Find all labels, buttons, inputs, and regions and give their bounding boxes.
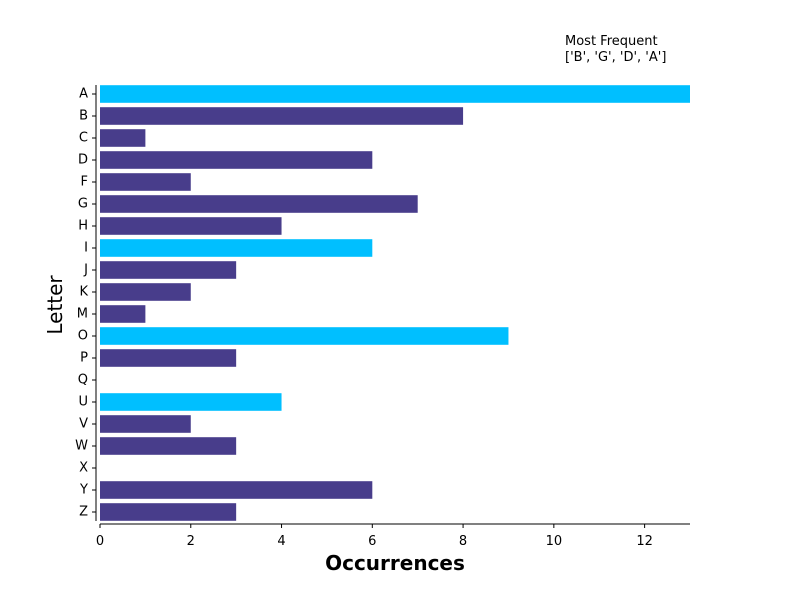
bar-b: [100, 107, 464, 125]
y-tick-label: P: [80, 351, 88, 366]
x-tick-label: 10: [546, 534, 563, 549]
bar-d: [100, 151, 373, 169]
y-axis-title: Letter: [43, 275, 67, 335]
x-tick-label: 12: [636, 534, 653, 549]
y-tick-label: M: [77, 307, 88, 322]
y-tick-label: O: [78, 329, 88, 344]
y-tick-label: G: [78, 197, 88, 212]
bar-g: [100, 195, 418, 213]
bar-m: [100, 305, 146, 323]
bar-p: [100, 349, 237, 367]
y-tick-label: X: [79, 461, 88, 476]
bars-group: [100, 85, 690, 521]
annotation-list: ['B', 'G', 'D', 'A']: [565, 50, 667, 65]
bar-u: [100, 393, 282, 411]
y-tick-label: F: [81, 175, 88, 190]
bar-i: [100, 239, 373, 257]
y-tick-label: V: [79, 417, 88, 432]
bar-w: [100, 437, 237, 455]
x-axis: 0 2 4 6 8 10 12: [96, 523, 690, 549]
bar-y: [100, 481, 373, 499]
x-tick-label: 6: [368, 534, 376, 549]
y-tick-label: W: [75, 439, 88, 454]
bar-f: [100, 173, 191, 191]
bar-h: [100, 217, 282, 235]
y-tick-label: A: [79, 87, 88, 102]
y-tick-label: C: [79, 131, 88, 146]
x-tick-label: 2: [187, 534, 195, 549]
bar-k: [100, 283, 191, 301]
y-tick-label: D: [78, 153, 88, 168]
bar-z: [100, 503, 237, 521]
bar-o: [100, 327, 509, 345]
bar-c: [100, 129, 146, 147]
y-tick-label: B: [79, 109, 88, 124]
y-tick-label: Z: [79, 505, 88, 520]
x-tick-label: 8: [459, 534, 467, 549]
y-tick-label: I: [84, 241, 88, 256]
x-tick-label: 4: [277, 534, 285, 549]
x-tick-label: 0: [96, 534, 104, 549]
x-axis-title: Occurrences: [325, 551, 465, 575]
most-frequent-annotation: Most Frequent ['B', 'G', 'D', 'A']: [565, 34, 666, 66]
bar-j: [100, 261, 237, 279]
y-tick-label: U: [78, 395, 88, 410]
y-tick-label: Q: [78, 373, 88, 388]
y-tick-label: H: [78, 219, 88, 234]
x-ticks: 0 2 4 6 8 10 12: [96, 524, 653, 549]
y-tick-label: Y: [79, 483, 88, 498]
y-tick-label: K: [79, 285, 88, 300]
y-tick-label: J: [83, 263, 88, 278]
annotation-title: Most Frequent: [565, 34, 658, 49]
bar-a: [100, 85, 690, 103]
bar-v: [100, 415, 191, 433]
